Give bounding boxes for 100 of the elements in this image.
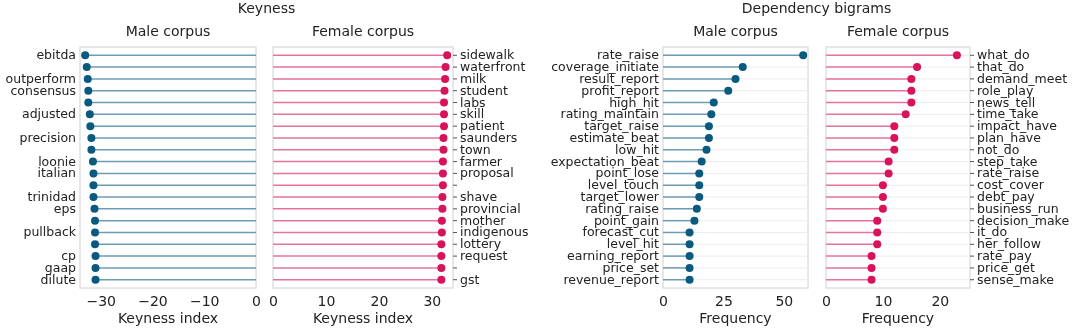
point [91,275,100,284]
x-tick-label: 0 [822,292,831,309]
point [438,169,447,178]
x-tick-label: 25 [715,292,733,309]
point [890,145,899,154]
point [799,51,808,60]
chart-title: Dependency bigrams [741,0,892,16]
point [437,263,446,272]
point [697,157,706,166]
x-tick-label: 10 [317,292,336,309]
y-tick-label: adjusted [21,106,76,122]
point [907,74,916,83]
point [439,145,448,154]
point [441,74,450,83]
y-tick-label: level_hit [606,236,660,252]
point [84,98,93,107]
y-tick-label: her_follow [977,236,1041,252]
x-tick-label: 20 [931,292,950,309]
point [438,157,447,166]
y-tick-label: cost_cover [977,177,1045,193]
point [695,181,704,190]
point [867,263,876,272]
point [437,252,446,261]
chart-subtitle: Female corpus [846,23,950,39]
point [88,157,97,166]
point [440,110,448,119]
point [91,216,100,225]
point [86,122,95,131]
x-tick-label: 30 [423,292,442,309]
x-tick-label: 10 [874,292,893,309]
point [878,181,887,190]
point [89,169,98,178]
x-axis-title: Keyness index [312,310,414,326]
point [890,122,899,131]
point [87,133,96,142]
point [704,122,713,131]
point [702,145,711,154]
point [440,86,449,95]
point [84,86,93,95]
point [439,133,448,142]
point [87,145,96,154]
point [731,74,740,83]
point [873,240,882,249]
point [685,228,694,237]
point [890,133,899,142]
point [884,157,893,166]
point [443,51,452,60]
chart-subtitle: Male corpus [125,23,211,39]
y-tick-label: decision_make [977,212,1070,228]
point [441,63,450,72]
point [907,98,916,107]
point [437,216,446,225]
x-tick-label: −30 [86,292,116,309]
y-tick-label: step_take [977,153,1038,169]
point [91,240,100,249]
x-tick-label: −20 [138,292,168,309]
point [85,110,94,119]
point [437,275,446,284]
x-axis-title: Keyness index [117,310,219,326]
point [89,181,98,190]
point [81,51,90,60]
y-tick-label: pullback [23,224,77,240]
point [90,204,99,213]
x-tick-label: 0 [659,292,668,309]
x-axis-title: Frequency [861,310,935,326]
chart-subtitle: Female corpus [311,23,415,39]
point [873,228,882,237]
chart-subtitle: Male corpus [693,23,778,39]
point [437,228,446,237]
point [724,86,733,95]
point [438,204,447,213]
point [738,63,747,72]
point [438,193,447,202]
point [913,63,922,72]
point [907,86,916,95]
point [952,51,961,60]
point [685,263,694,272]
y-tick-label: indigenous [460,224,529,240]
point [91,263,100,272]
point [867,275,876,284]
x-tick-label: −10 [189,292,220,309]
point [878,193,887,202]
point [437,240,446,249]
point [707,110,716,119]
point [884,169,893,178]
x-tick-label: 0 [252,292,261,309]
point [440,98,448,107]
point [91,228,100,237]
point [685,275,694,284]
x-tick-label: 20 [370,292,389,309]
point [685,240,694,249]
point [440,122,448,131]
x-tick-label: 0 [269,292,278,309]
x-axis-title: Frequency [699,310,772,326]
y-tick-label: precision [19,129,76,145]
point [89,193,98,202]
chart-title: Keyness [237,0,296,16]
point [867,252,876,261]
y-tick-label: rate_raise [596,47,660,63]
point [692,204,701,213]
